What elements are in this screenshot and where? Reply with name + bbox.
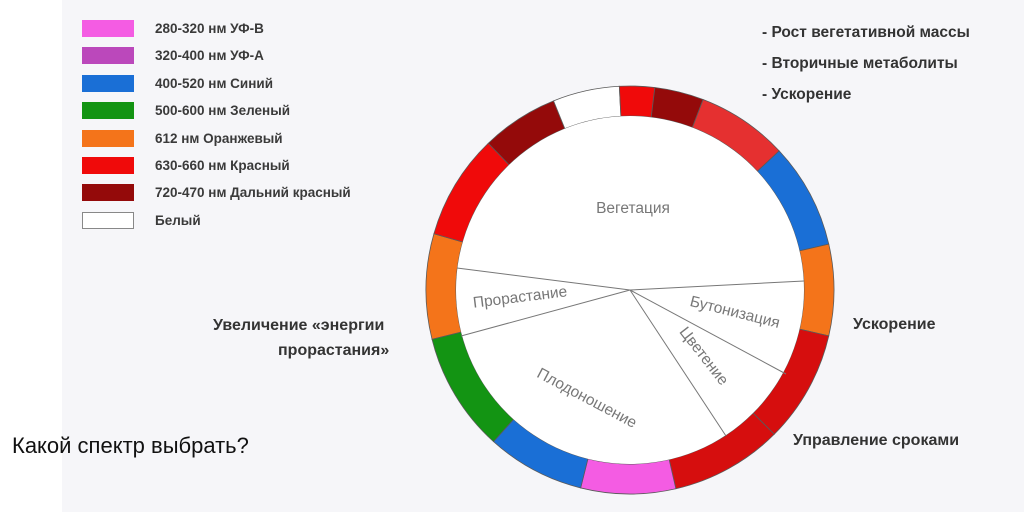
legend-swatch <box>82 20 134 37</box>
legend-label: 400-520 нм Синий <box>155 75 273 91</box>
ring-segment <box>580 458 677 495</box>
divider-line <box>460 289 631 337</box>
legend-label: Белый <box>155 212 201 228</box>
legend-swatch <box>82 74 134 92</box>
divider-line <box>629 280 805 291</box>
legend-label: 280-320 нм УФ-В <box>155 21 264 36</box>
legend-label: 630-660 нм Красный <box>155 157 290 173</box>
timing-label: Управление сроками <box>793 432 960 449</box>
effects-list: - Рост вегетативной массы - Вторичные ме… <box>762 24 970 117</box>
germination-energy-label-line2: прорастания» <box>278 342 390 359</box>
ring-segment <box>618 85 656 118</box>
ring-segments <box>425 85 835 495</box>
ring-segment <box>799 243 835 337</box>
effect-item: - Ускорение <box>762 86 852 103</box>
divider-line <box>629 289 787 375</box>
legend-swatch <box>82 156 134 174</box>
divider-line <box>456 267 631 291</box>
question-heading: Какой спектр выбрать? <box>12 433 249 458</box>
effect-item: - Рост вегетативной массы <box>762 24 970 41</box>
legend-swatch <box>82 184 134 202</box>
legend-label: 720-470 нм Дальний красный <box>155 185 351 201</box>
effect-item: - Вторичные метаболиты <box>762 55 958 72</box>
stage-vegetation: Вегетация <box>596 200 670 217</box>
acceleration-label: Ускорение <box>853 316 936 333</box>
legend-swatch <box>82 47 134 65</box>
legend-label: 500-600 нм Зеленый <box>155 103 291 119</box>
legend-label: 320-400 нм УФ-А <box>155 48 264 64</box>
legend-label: 612 нм Оранжевый <box>155 130 283 146</box>
germination-energy-label-line1: Увеличение «энергии <box>213 317 385 334</box>
legend-swatch <box>82 102 134 120</box>
stage-dividers <box>456 116 805 464</box>
legend-swatch <box>82 211 134 229</box>
legend-swatch <box>82 129 134 147</box>
divider-line <box>629 289 727 437</box>
